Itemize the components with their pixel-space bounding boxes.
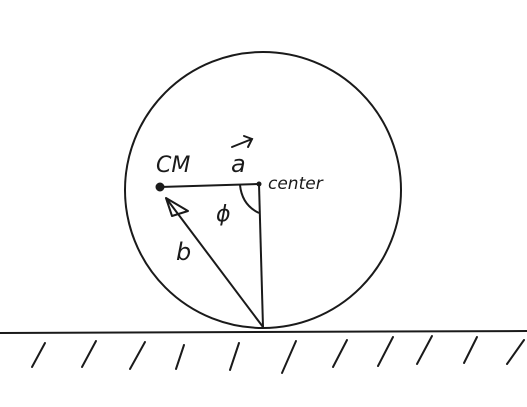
ground-line xyxy=(0,330,527,334)
disk-circle xyxy=(124,51,402,329)
cm-arrowhead xyxy=(165,197,189,217)
cm-label: CM xyxy=(156,153,190,178)
vector-arrow xyxy=(231,135,254,148)
ground-hatching xyxy=(31,335,525,374)
contact-cm-line xyxy=(165,197,264,328)
acceleration-label: a xyxy=(231,150,246,178)
angle-label: ϕ xyxy=(216,202,231,227)
angle-arc xyxy=(239,184,260,214)
center-contact-line xyxy=(258,183,264,328)
distance-label: b xyxy=(176,238,191,266)
center-label: center xyxy=(268,174,324,194)
cm-center-line xyxy=(159,183,260,188)
